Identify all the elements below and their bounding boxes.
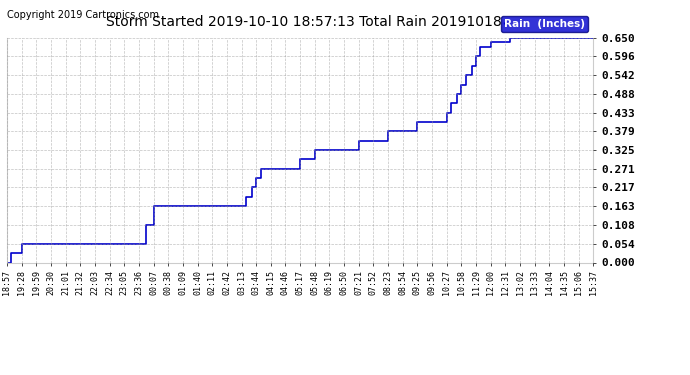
Text: Storm Started 2019-10-10 18:57:13 Total Rain 20191018: Storm Started 2019-10-10 18:57:13 Total …: [106, 15, 502, 29]
Text: Copyright 2019 Cartronics.com: Copyright 2019 Cartronics.com: [7, 10, 159, 21]
Legend: Rain  (Inches): Rain (Inches): [501, 16, 588, 32]
